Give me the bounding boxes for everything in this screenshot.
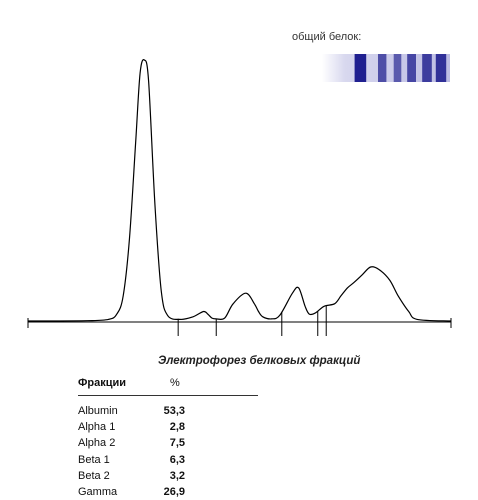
protein-curve <box>27 59 452 322</box>
table-header-percent: % <box>170 377 180 389</box>
fraction-percent: 53,3 <box>163 405 185 417</box>
table-divider <box>78 395 258 396</box>
fraction-percent: 7,5 <box>169 437 185 450</box>
fraction-percent: 3,2 <box>169 469 185 482</box>
fraction-name: Gamma <box>78 485 118 498</box>
gel-band <box>435 54 447 82</box>
table-row: Alpha 2 7,5 <box>78 435 188 451</box>
table-row: Beta 1 6,3 <box>78 452 188 468</box>
fractions-table: Albumin 53,3 Alpha 1 2,8 Alpha 2 7,5 Bet… <box>78 403 188 500</box>
gel-band <box>393 54 402 82</box>
fraction-name: Albumin <box>78 405 118 417</box>
table-row: Alpha 1 2,8 <box>78 419 188 435</box>
fraction-percent: 26,9 <box>163 485 185 498</box>
gel-band <box>354 54 367 82</box>
fraction-name: Alpha 2 <box>78 437 116 450</box>
table-row: Beta 2 3,2 <box>78 468 188 484</box>
fraction-percent: 6,3 <box>169 453 185 466</box>
gel-band <box>422 54 432 82</box>
fraction-percent: 2,8 <box>169 421 185 434</box>
table-header-fraction: Фракции <box>78 377 127 389</box>
table-row: Albumin 53,3 <box>78 403 188 419</box>
gel-band <box>407 54 416 82</box>
gel-label: общий белок: <box>292 31 362 43</box>
fraction-name: Beta 2 <box>78 469 110 482</box>
fraction-name: Beta 1 <box>78 453 110 466</box>
table-row: Gamma 26,9 <box>78 484 188 500</box>
chart-title: Электрофорез белковых фракций <box>158 355 361 367</box>
gel-band <box>378 54 387 82</box>
fraction-name: Alpha 1 <box>78 421 116 434</box>
